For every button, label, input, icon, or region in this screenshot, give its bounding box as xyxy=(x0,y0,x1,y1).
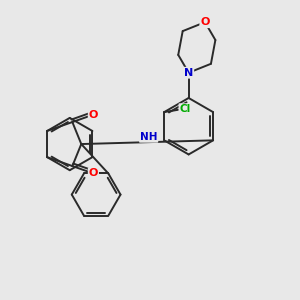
Text: NH: NH xyxy=(140,132,158,142)
Text: O: O xyxy=(200,17,210,27)
Text: O: O xyxy=(89,110,98,120)
Text: O: O xyxy=(89,169,98,178)
Text: N: N xyxy=(184,68,193,78)
Text: Cl: Cl xyxy=(179,104,191,114)
